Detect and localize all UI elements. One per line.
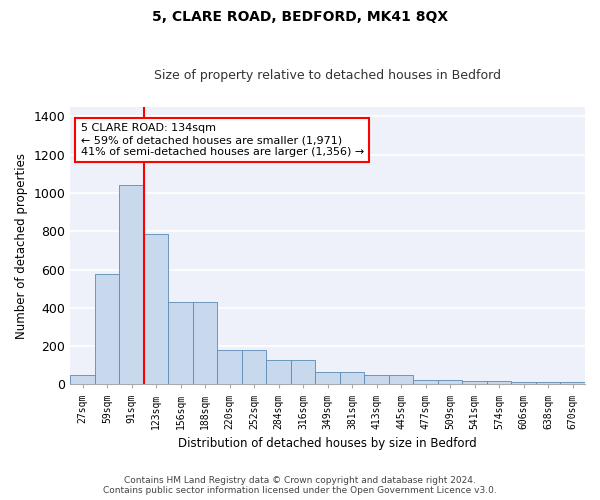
Bar — [463, 380, 487, 384]
Bar — [144, 234, 169, 384]
Title: Size of property relative to detached houses in Bedford: Size of property relative to detached ho… — [154, 69, 501, 82]
Bar — [291, 360, 316, 384]
Bar — [316, 372, 340, 384]
Text: Contains HM Land Registry data © Crown copyright and database right 2024.
Contai: Contains HM Land Registry data © Crown c… — [103, 476, 497, 495]
Bar — [119, 186, 144, 384]
Bar — [438, 380, 463, 384]
Bar — [364, 376, 389, 384]
Text: 5 CLARE ROAD: 134sqm
← 59% of detached houses are smaller (1,971)
41% of semi-de: 5 CLARE ROAD: 134sqm ← 59% of detached h… — [80, 124, 364, 156]
X-axis label: Distribution of detached houses by size in Bedford: Distribution of detached houses by size … — [178, 437, 477, 450]
Bar — [536, 382, 560, 384]
Bar — [487, 380, 511, 384]
Y-axis label: Number of detached properties: Number of detached properties — [15, 152, 28, 338]
Bar — [193, 302, 217, 384]
Bar — [242, 350, 266, 384]
Text: 5, CLARE ROAD, BEDFORD, MK41 8QX: 5, CLARE ROAD, BEDFORD, MK41 8QX — [152, 10, 448, 24]
Bar — [70, 376, 95, 384]
Bar — [217, 350, 242, 384]
Bar — [560, 382, 585, 384]
Bar — [95, 274, 119, 384]
Bar — [389, 376, 413, 384]
Bar — [511, 382, 536, 384]
Bar — [340, 372, 364, 384]
Bar — [169, 302, 193, 384]
Bar — [266, 360, 291, 384]
Bar — [413, 380, 438, 384]
